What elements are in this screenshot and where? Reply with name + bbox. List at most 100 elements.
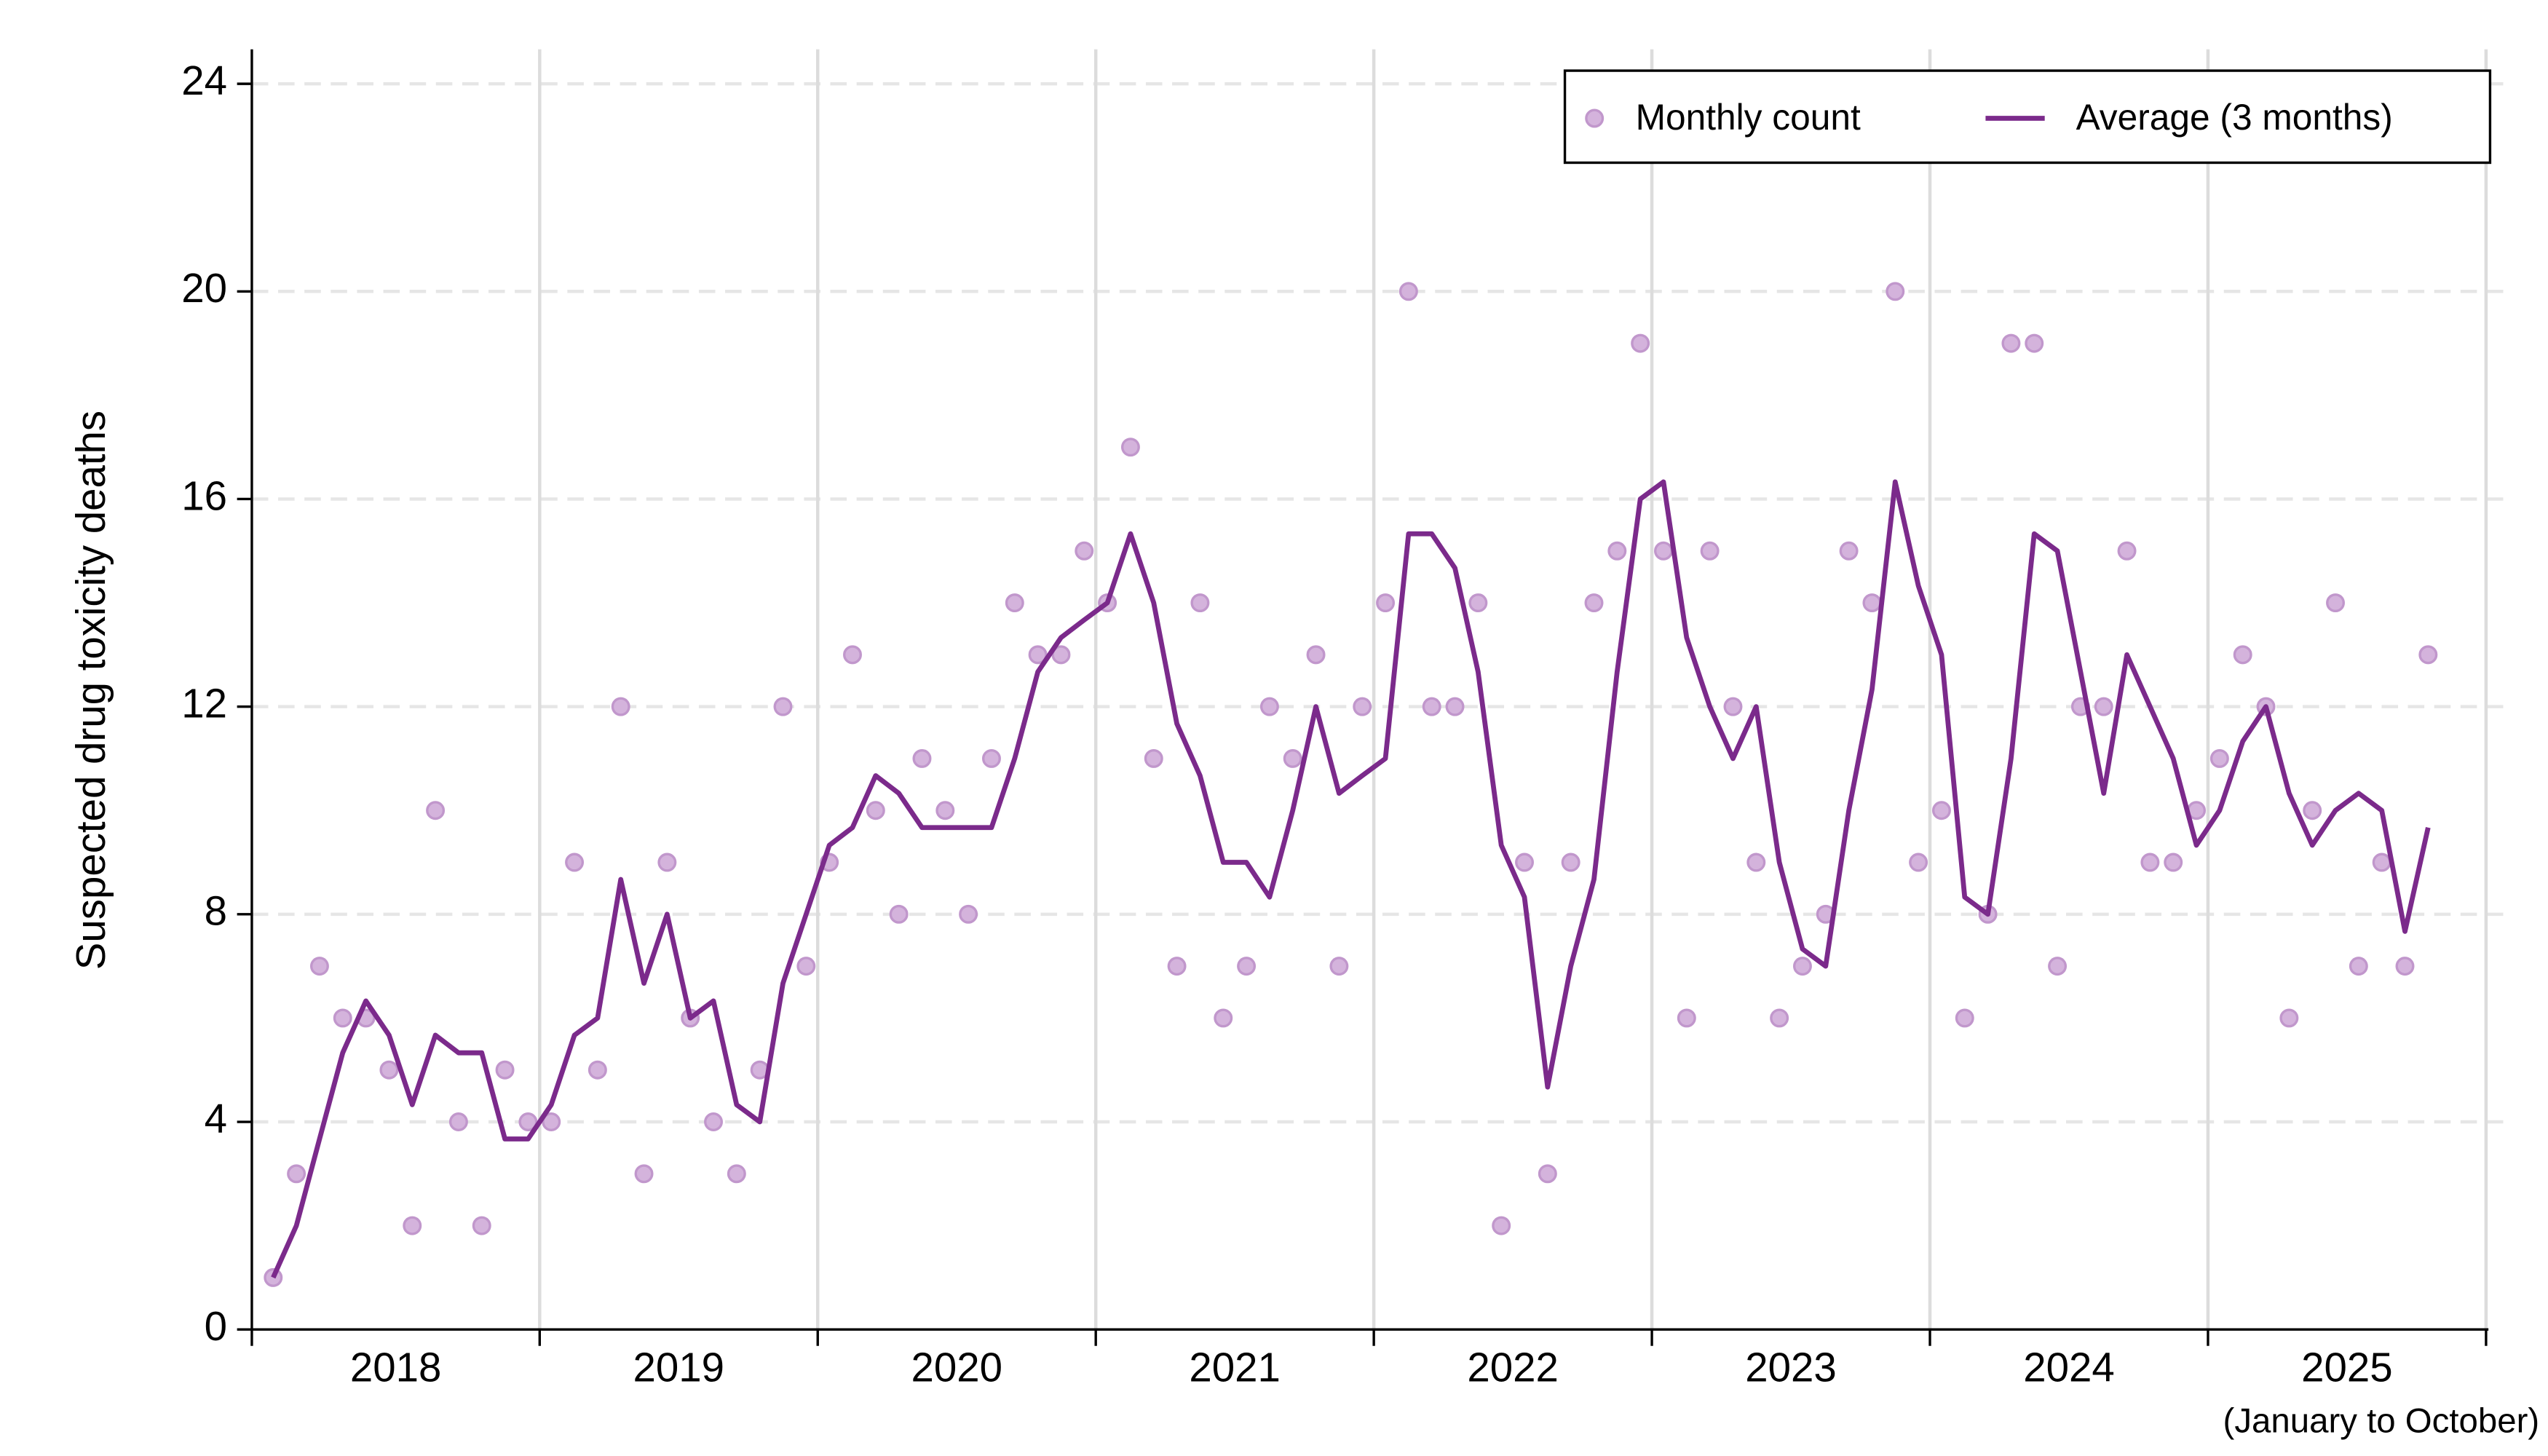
data-point xyxy=(1167,957,1187,976)
y-tick-label: 0 xyxy=(205,1303,227,1349)
x-tick-label: 2021 xyxy=(1189,1345,1281,1390)
y-axis-label: Suspected drug toxicity deaths xyxy=(68,411,114,970)
y-tick-label: 8 xyxy=(205,888,227,934)
data-point xyxy=(959,904,978,924)
data-point xyxy=(1538,1164,1557,1184)
data-point xyxy=(1005,593,1024,613)
data-point xyxy=(472,1216,491,1235)
data-point xyxy=(704,1112,724,1131)
legend: Monthly count Average (3 months) xyxy=(1563,69,2492,165)
data-point xyxy=(1862,593,1882,613)
data-point xyxy=(1607,541,1627,561)
data-point xyxy=(403,1216,422,1235)
data-point xyxy=(1746,852,1766,872)
data-point xyxy=(287,1164,306,1184)
data-point xyxy=(866,801,885,820)
x-tick-label: 2023 xyxy=(1745,1345,1837,1390)
data-point xyxy=(1422,697,1441,716)
data-point xyxy=(2349,957,2368,976)
x-note: (January to October) xyxy=(2223,1401,2540,1440)
data-point xyxy=(1283,748,1302,768)
data-point xyxy=(2001,333,2021,353)
data-point xyxy=(448,1112,468,1131)
data-point xyxy=(2279,1008,2299,1028)
data-point xyxy=(2025,333,2044,353)
data-point xyxy=(2048,957,2068,976)
data-point xyxy=(1445,697,1465,716)
data-point xyxy=(2326,593,2345,613)
data-point xyxy=(1306,645,1326,665)
data-point xyxy=(1792,957,1812,976)
data-point xyxy=(1839,541,1859,561)
data-point xyxy=(727,1164,746,1184)
y-tick-label: 16 xyxy=(181,472,227,518)
data-point xyxy=(1700,541,1720,561)
legend-marker xyxy=(1585,108,1605,128)
data-point xyxy=(2303,801,2322,820)
data-point xyxy=(1075,541,1094,561)
data-point xyxy=(796,957,816,976)
y-tick-label: 20 xyxy=(181,265,227,311)
data-point xyxy=(1584,593,1604,613)
data-point xyxy=(1561,852,1580,872)
data-point xyxy=(1515,852,1534,872)
data-point xyxy=(1398,282,1418,301)
data-point xyxy=(2209,748,2229,768)
data-point xyxy=(587,1060,607,1080)
y-tick-label: 4 xyxy=(205,1096,227,1142)
x-tick-label: 2018 xyxy=(350,1345,442,1390)
data-point xyxy=(2418,645,2438,665)
data-point xyxy=(1492,1216,1511,1235)
data-point xyxy=(565,852,585,872)
x-tick-label: 2024 xyxy=(2023,1345,2115,1390)
data-point xyxy=(1654,541,1673,561)
data-point xyxy=(981,748,1001,768)
data-point xyxy=(773,697,793,716)
data-point xyxy=(912,748,932,768)
data-point xyxy=(379,1060,399,1080)
data-point xyxy=(518,1112,538,1131)
data-point xyxy=(1376,593,1396,613)
data-point xyxy=(2094,697,2113,716)
data-point xyxy=(2117,541,2137,561)
data-point xyxy=(1886,282,1905,301)
data-point xyxy=(1931,801,1951,820)
data-point xyxy=(1468,593,1488,613)
data-point xyxy=(1353,697,1372,716)
y-tick-label: 24 xyxy=(181,58,227,103)
data-point xyxy=(1329,957,1349,976)
data-point xyxy=(634,1164,654,1184)
data-point xyxy=(495,1060,515,1080)
data-point xyxy=(1051,645,1071,665)
x-tick-label: 2025 xyxy=(2301,1345,2393,1390)
average-line xyxy=(271,479,2431,1279)
data-point xyxy=(2140,852,2160,872)
data-point xyxy=(1144,748,1163,768)
data-point xyxy=(1190,593,1210,613)
data-point xyxy=(935,801,955,820)
x-tick-label: 2022 xyxy=(1467,1345,1559,1390)
data-point xyxy=(1214,1008,1233,1028)
data-point xyxy=(1677,1008,1696,1028)
data-point xyxy=(1955,1008,1974,1028)
legend-label: Average (3 months) xyxy=(2076,97,2393,138)
data-point xyxy=(542,1112,561,1131)
data-point xyxy=(1770,1008,1789,1028)
data-point xyxy=(1028,645,1048,665)
legend-label: Monthly count xyxy=(1636,97,1861,138)
x-tick-label: 2020 xyxy=(911,1345,1002,1390)
data-point xyxy=(611,697,630,716)
data-point xyxy=(309,957,329,976)
data-point xyxy=(1631,333,1650,353)
data-point xyxy=(1723,697,1743,716)
data-point xyxy=(1120,438,1140,457)
data-point xyxy=(843,645,862,665)
data-point xyxy=(2395,957,2415,976)
data-point xyxy=(2233,645,2252,665)
data-point xyxy=(2372,852,2391,872)
data-point xyxy=(333,1008,352,1028)
x-tick-label: 2019 xyxy=(633,1345,725,1390)
data-point xyxy=(2164,852,2183,872)
y-tick-label: 12 xyxy=(181,681,227,727)
